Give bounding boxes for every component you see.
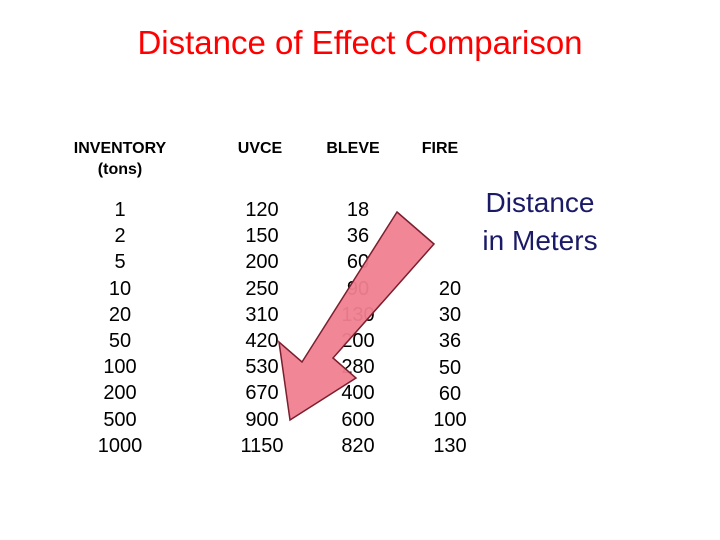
uvce-value: 670	[245, 382, 279, 405]
diagonal-arrow-shape	[277, 210, 436, 422]
bleve-value: 820	[341, 434, 375, 457]
inventory-value: 1000	[97, 434, 143, 457]
fire-value: 30	[438, 304, 462, 327]
page-title: Distance of Effect Comparison	[137, 24, 583, 61]
inventory-value: 50	[108, 330, 132, 353]
fire-column: 20 30 36 50 60 100 130	[400, 276, 500, 459]
inventory-value: 20	[108, 303, 132, 326]
uvce-column: 120 150 200 250 310 420 530 670 900 1150	[212, 197, 312, 459]
uvce-value: 150	[245, 225, 279, 248]
inventory-value: 10	[108, 277, 132, 300]
uvce-value: 900	[245, 408, 279, 431]
uvce-value: 310	[245, 303, 279, 326]
bleve-value: 36	[346, 225, 370, 248]
distance-in-meters-label: Distance in Meters	[460, 184, 620, 260]
uvce-value: 530	[245, 356, 279, 379]
fire-value: 36	[438, 330, 462, 353]
inventory-value: 1	[114, 199, 126, 221]
fire-value: 20	[438, 278, 462, 300]
header-uvce: UVCE	[237, 140, 283, 157]
uvce-value: 250	[245, 277, 279, 300]
fire-value: 60	[438, 382, 462, 405]
fire-value: 50	[438, 356, 462, 379]
header-inventory-line2: (tons)	[97, 161, 143, 178]
inventory-value: 100	[103, 356, 137, 379]
uvce-value: 1150	[240, 434, 284, 457]
inventory-column: 1 2 5 10 20 50 100 200 500 1000	[70, 197, 170, 459]
fire-value: 130	[433, 435, 467, 458]
inventory-value: 500	[103, 408, 137, 431]
fire-value: 100	[433, 409, 467, 432]
side-label-line2: in Meters	[482, 225, 598, 256]
header-inventory-line1: INVENTORY	[73, 140, 167, 157]
uvce-value: 120	[245, 199, 279, 221]
bleve-value: 400	[341, 382, 375, 405]
inventory-value: 200	[103, 382, 137, 405]
bleve-value: 600	[341, 408, 375, 431]
header-bleve: BLEVE	[326, 140, 380, 157]
inventory-value: 5	[114, 251, 126, 274]
uvce-value: 420	[245, 330, 279, 353]
side-label-line1: Distance	[485, 187, 595, 218]
uvce-value: 200	[245, 251, 279, 274]
inventory-value: 2	[114, 225, 126, 248]
bleve-value: 18	[346, 199, 370, 221]
header-inventory: INVENTORY (tons)	[40, 138, 200, 180]
header-fire: FIRE	[421, 140, 459, 157]
